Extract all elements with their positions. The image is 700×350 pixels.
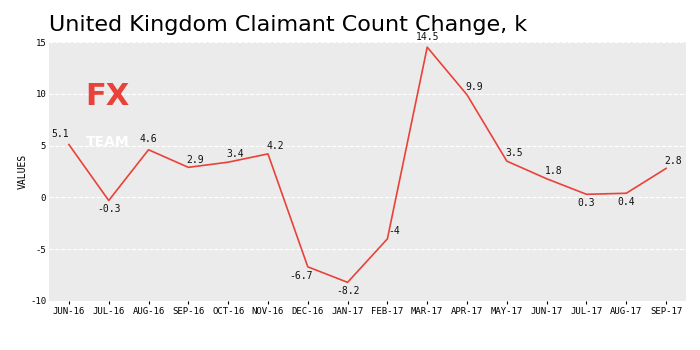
Text: 2.9: 2.9 — [186, 155, 204, 164]
Text: 9.9: 9.9 — [466, 82, 483, 92]
Text: 2.8: 2.8 — [664, 156, 682, 166]
Text: -0.3: -0.3 — [97, 204, 120, 215]
Text: 4.6: 4.6 — [140, 134, 158, 144]
Text: 0.3: 0.3 — [578, 198, 595, 208]
Text: -4: -4 — [389, 226, 400, 236]
Text: 4.2: 4.2 — [266, 141, 284, 151]
Text: United Kingdom Claimant Count Change, k: United Kingdom Claimant Count Change, k — [49, 15, 527, 35]
Text: 14.5: 14.5 — [416, 32, 439, 42]
Text: 0.4: 0.4 — [617, 197, 635, 207]
Text: 3.5: 3.5 — [505, 148, 523, 158]
Text: TEAM: TEAM — [86, 135, 130, 149]
Text: -6.7: -6.7 — [289, 271, 313, 281]
Text: 1.8: 1.8 — [545, 166, 562, 176]
Y-axis label: VALUES: VALUES — [18, 154, 27, 189]
Text: 5.1: 5.1 — [52, 129, 69, 139]
Text: FX: FX — [85, 82, 130, 111]
Text: 3.4: 3.4 — [226, 149, 244, 159]
Text: -8.2: -8.2 — [336, 286, 359, 296]
